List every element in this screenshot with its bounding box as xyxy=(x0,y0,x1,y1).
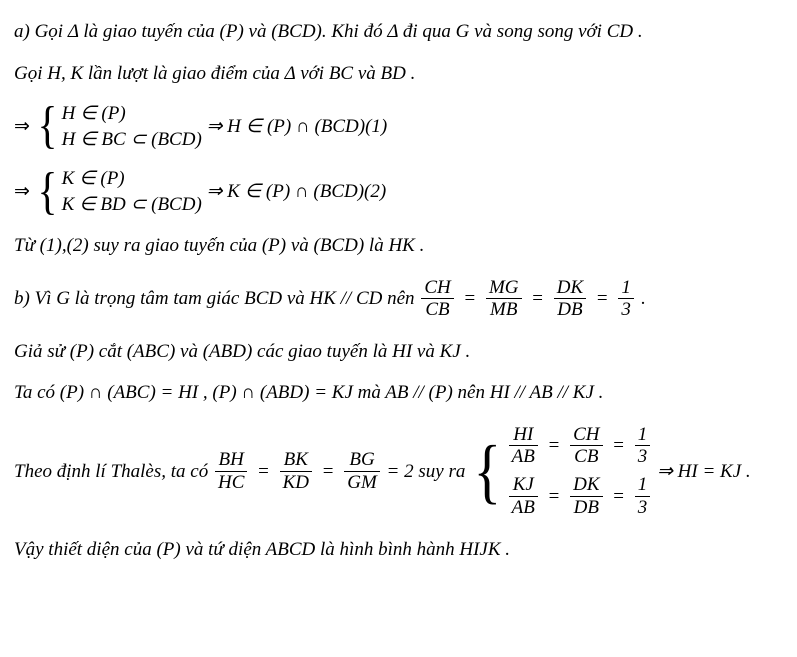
line-thales: Theo định lí Thalès, ta có BH HC = BK KD… xyxy=(14,421,783,522)
thales-row1: HI AB = CH CB = 1 3 xyxy=(507,424,653,469)
brace-left-thales: { xyxy=(474,439,502,504)
frac-1-3b: 1 3 xyxy=(635,424,651,469)
arrow-sys2: ⇒ xyxy=(14,181,30,202)
frac-ch-cb2: CH CB xyxy=(570,424,602,469)
frac-bk-kd: BK KD xyxy=(280,449,312,494)
frac-kj-ab: KJ AB xyxy=(509,474,538,519)
line-conclusion: Vậy thiết diện của (P) và tứ diện ABCD l… xyxy=(14,536,783,564)
thales-row2: KJ AB = DK DB = 1 3 xyxy=(507,474,653,519)
brace-sys2: { K ∈ (P) K ∈ BD ⊂ (BCD) xyxy=(35,166,202,217)
brace-left-1: { xyxy=(37,103,57,150)
sys1-row2: H ∈ BC ⊂ (BCD) xyxy=(62,127,202,153)
thales-tail: ⇒ HI = KJ . xyxy=(657,461,751,482)
b-dot: . xyxy=(641,288,646,309)
frac-bg-gm: BG GM xyxy=(344,449,380,494)
line-sys2: ⇒ { K ∈ (P) K ∈ BD ⊂ (BCD) ⇒ K ∈ (P) ∩ (… xyxy=(14,166,783,217)
frac-bh-hc: BH HC xyxy=(215,449,247,494)
line-a-hk: Gọi H, K lần lượt là giao điểm của Δ với… xyxy=(14,60,783,88)
text-conclusion: Vậy thiết diện của (P) và tứ diện ABCD l… xyxy=(14,539,510,560)
sys2-tail: ⇒ K ∈ (P) ∩ (BCD)(2) xyxy=(207,181,387,202)
frac-mg-mb: MG MB xyxy=(486,277,522,322)
sys2-row2: K ∈ BD ⊂ (BCD) xyxy=(62,192,202,218)
line-b-intro: b) Vì G là trọng tâm tam giác BCD và HK … xyxy=(14,273,783,323)
brace-sys1: { H ∈ (P) H ∈ BC ⊂ (BCD) xyxy=(35,101,202,152)
arrow-sys1: ⇒ xyxy=(14,116,30,137)
line-gs: Giả sử (P) cắt (ABC) và (ABD) các giao t… xyxy=(14,338,783,366)
line-tac: Ta có (P) ∩ (ABC) = HI , (P) ∩ (ABD) = K… xyxy=(14,379,783,407)
frac-ch-cb: CH CB xyxy=(421,277,453,322)
sys2-rows: K ∈ (P) K ∈ BD ⊂ (BCD) xyxy=(62,166,202,217)
line-sys1: ⇒ { H ∈ (P) H ∈ BC ⊂ (BCD) ⇒ H ∈ (P) ∩ (… xyxy=(14,101,783,152)
text-b-intro-pre: b) Vì G là trọng tâm tam giác BCD và HK … xyxy=(14,288,419,309)
line-from12: Từ (1),(2) suy ra giao tuyến của (P) và … xyxy=(14,232,783,260)
text-gs: Giả sử (P) cắt (ABC) và (ABD) các giao t… xyxy=(14,341,470,362)
sys2-row1: K ∈ (P) xyxy=(62,166,202,192)
frac-hi-ab: HI AB xyxy=(509,424,538,469)
text-a-hk: Gọi H, K lần lượt là giao điểm của Δ với… xyxy=(14,63,415,84)
thales-eq2: = 2 xyxy=(387,461,419,482)
frac-dk-db2: DK DB xyxy=(570,474,602,519)
thales-sys-rows: HI AB = CH CB = 1 3 KJ AB = xyxy=(507,421,653,522)
frac-1-3c: 1 3 xyxy=(635,474,651,519)
text-suyra: suy ra xyxy=(418,461,470,482)
text-a-intro: a) Gọi Δ là giao tuyến của (P) và (BCD).… xyxy=(14,21,643,42)
brace-left-2: { xyxy=(37,169,57,216)
thales-brace: { HI AB = CH CB = 1 3 KJ xyxy=(470,421,652,522)
sys1-tail: ⇒ H ∈ (P) ∩ (BCD)(1) xyxy=(207,116,388,137)
text-tac: Ta có (P) ∩ (ABC) = HI , (P) ∩ (ABD) = K… xyxy=(14,382,603,403)
text-from12: Từ (1),(2) suy ra giao tuyến của (P) và … xyxy=(14,235,424,256)
frac-dk-db: DK DB xyxy=(554,277,586,322)
sys1-row1: H ∈ (P) xyxy=(62,101,202,127)
frac-1-3a: 1 3 xyxy=(618,277,634,322)
sys1-rows: H ∈ (P) H ∈ BC ⊂ (BCD) xyxy=(62,101,202,152)
line-a-intro: a) Gọi Δ là giao tuyến của (P) và (BCD).… xyxy=(14,18,783,46)
thales-pre: Theo định lí Thalès, ta có xyxy=(14,461,213,482)
